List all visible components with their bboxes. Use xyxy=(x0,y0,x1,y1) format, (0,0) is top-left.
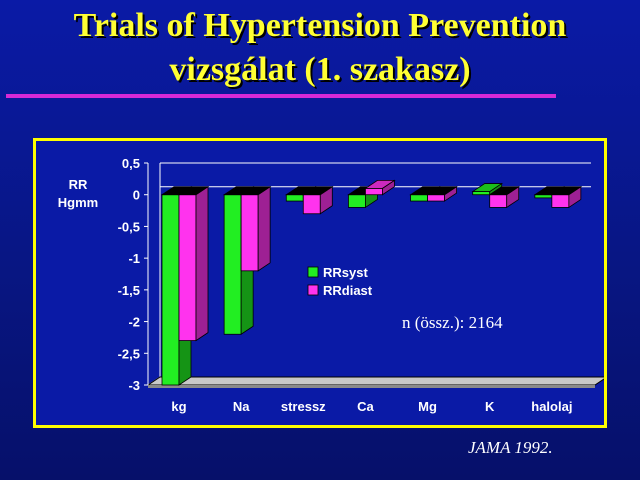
bar-top-rrdiast-halolaj xyxy=(550,186,583,196)
bar-rrdiast-Na xyxy=(240,194,259,272)
y-tick-label: -3 xyxy=(128,378,140,393)
bar-top-rrdiast-stressz xyxy=(301,186,334,196)
x-tick-label-Na: Na xyxy=(233,399,250,414)
citation: JAMA 1992. xyxy=(468,438,553,457)
y-tick-label: -1 xyxy=(128,251,140,266)
bar-rrdiast-K xyxy=(489,194,508,208)
bar-rrsyst-halolaj xyxy=(534,194,553,199)
x-tick-label-Ca: Ca xyxy=(357,399,374,414)
x-tick-label-halolaj: halolaj xyxy=(531,399,572,414)
bar-rrdiast-kg xyxy=(178,194,197,341)
x-tick-label-K: K xyxy=(485,399,495,414)
bar-top-rrsyst-K xyxy=(471,183,504,192)
bar-rrdiast-halolaj xyxy=(551,194,570,208)
bar-side-rrdiast-kg xyxy=(195,185,209,342)
y-tick-label: 0 xyxy=(133,188,140,203)
slide-title-line1: Trials of Hypertension Prevention xyxy=(73,7,567,44)
bar-top-rrdiast-kg xyxy=(177,186,210,196)
bar-rrsyst-kg xyxy=(161,194,180,386)
y-tick-label: -1,5 xyxy=(118,283,140,298)
bar-chart: 0,5 0 -0,5 -1 -1,5 -2 -2,5 -3 RR Hgmm kg Na stressz C… xyxy=(58,156,604,414)
chart-frame: 0,5 0 -0,5 -1 -1,5 -2 -2,5 -3 RR Hgmm kg Na stressz C… xyxy=(33,138,607,428)
x-tick-label-kg: kg xyxy=(171,399,186,414)
legend-label-rrsyst: RRsyst xyxy=(323,265,368,280)
slide-title-line2: vizsgálat (1. szakasz) xyxy=(169,51,471,88)
plot-floor-edge xyxy=(148,385,595,388)
bar-rrdiast-stressz xyxy=(302,194,321,215)
legend-swatch-rrdiast xyxy=(307,284,319,296)
bar-rrdiast-Ca xyxy=(365,187,383,196)
bar-rrdiast-Mg xyxy=(427,194,445,202)
legend-swatch-rrsyst xyxy=(307,266,319,278)
bar-rrsyst-stressz xyxy=(285,194,304,202)
bar-top-rrdiast-Ca xyxy=(364,179,396,189)
slide-title: Trials of Hypertension Prevention vizsgá… xyxy=(0,4,640,92)
bar-top-rrdiast-K xyxy=(488,186,521,196)
bar-rrsyst-Na xyxy=(223,194,242,335)
bar-side-rrdiast-Na xyxy=(257,185,271,272)
legend-label-rrdiast: RRdiast xyxy=(323,283,373,298)
title-underline xyxy=(6,94,556,98)
bar-top-rrdiast-Mg xyxy=(426,186,458,196)
sample-size-note: n (össz.): 2164 xyxy=(402,313,503,332)
x-tick-label-stressz: stressz xyxy=(281,399,326,414)
bar-rrsyst-Mg xyxy=(410,194,428,202)
y-tick-label: -2 xyxy=(128,315,140,330)
y-axis-title: RR xyxy=(69,177,88,192)
y-axis-title: Hgmm xyxy=(58,195,98,210)
x-tick-label-Mg: Mg xyxy=(418,399,437,414)
bar-rrsyst-K xyxy=(472,191,491,196)
y-tick-label: -2,5 xyxy=(118,346,140,361)
plot-floor xyxy=(146,376,604,386)
y-tick-label: 0,5 xyxy=(122,156,140,171)
bar-rrsyst-Ca xyxy=(348,194,366,208)
y-tick-label: -0,5 xyxy=(118,219,140,234)
bar-top-rrdiast-Na xyxy=(239,186,272,196)
